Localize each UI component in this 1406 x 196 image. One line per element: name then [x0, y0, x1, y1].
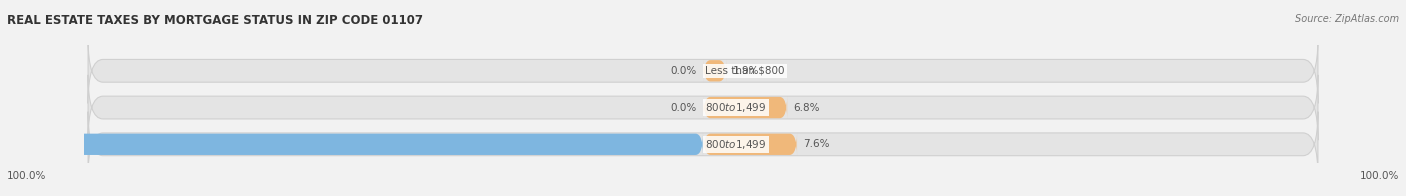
FancyBboxPatch shape [89, 112, 1317, 177]
Text: Source: ZipAtlas.com: Source: ZipAtlas.com [1295, 14, 1399, 24]
Text: 0.0%: 0.0% [671, 66, 697, 76]
FancyBboxPatch shape [703, 133, 797, 156]
FancyBboxPatch shape [703, 59, 727, 82]
Text: 6.8%: 6.8% [793, 103, 820, 113]
Text: 100.0%: 100.0% [1360, 171, 1399, 181]
FancyBboxPatch shape [89, 38, 1317, 103]
Text: $800 to $1,499: $800 to $1,499 [706, 101, 766, 114]
FancyBboxPatch shape [0, 133, 703, 156]
Text: 1.9%: 1.9% [733, 66, 759, 76]
Text: 0.0%: 0.0% [671, 103, 697, 113]
FancyBboxPatch shape [89, 75, 1317, 140]
Text: 100.0%: 100.0% [7, 171, 46, 181]
Text: $800 to $1,499: $800 to $1,499 [706, 138, 766, 151]
Text: Less than $800: Less than $800 [706, 66, 785, 76]
FancyBboxPatch shape [703, 96, 787, 119]
Text: 7.6%: 7.6% [803, 139, 830, 149]
Text: REAL ESTATE TAXES BY MORTGAGE STATUS IN ZIP CODE 01107: REAL ESTATE TAXES BY MORTGAGE STATUS IN … [7, 14, 423, 27]
